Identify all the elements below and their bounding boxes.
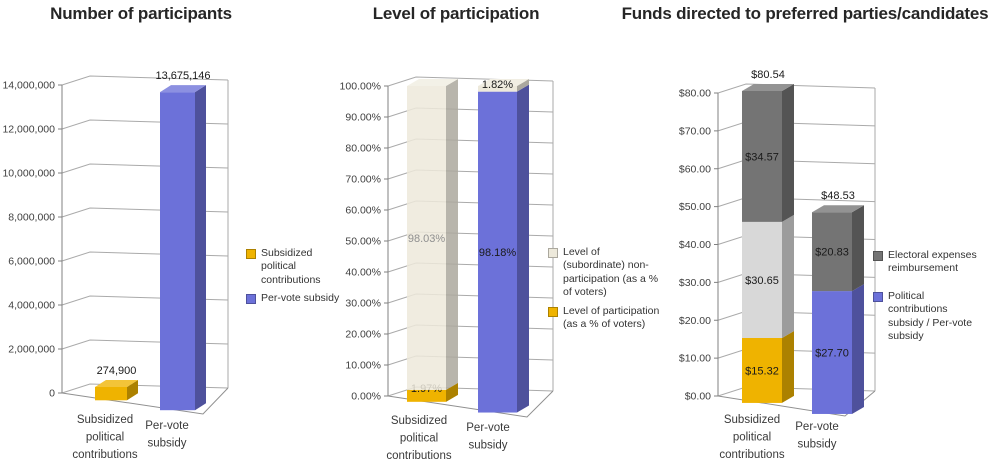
legend: Level of (subordinate) non-participation…	[548, 246, 662, 337]
legend-item: Subsidized political contributions	[246, 247, 344, 287]
legend-swatch-blue	[873, 291, 883, 302]
y-tick-label: $10.00	[679, 353, 711, 365]
category-label: subsidy	[798, 439, 837, 451]
chart-title: Level of participation	[372, 4, 540, 23]
legend-swatch-darkgray	[873, 251, 883, 261]
y-tick-label: $50.00	[679, 201, 711, 213]
legend-label: Per-vote subsidy	[261, 292, 340, 305]
y-tick-label: 4,000,000	[8, 300, 55, 312]
legend-swatch-beige	[548, 248, 558, 258]
y-tick-label: $70.00	[679, 125, 711, 137]
y-tick-label: 70.00%	[345, 174, 381, 186]
y-tick-label: 14,000,000	[2, 80, 55, 92]
segment-value-label: 98.03%	[408, 233, 446, 245]
y-tick-label: 10.00%	[345, 360, 381, 372]
bar-total-label: 13,675,146	[155, 70, 210, 82]
y-tick-label: 100.00%	[340, 81, 381, 93]
category-label: political	[400, 433, 438, 445]
category-label: political	[86, 432, 124, 444]
y-tick-label: 2,000,000	[8, 344, 55, 356]
plot-group: 0 2,000,000 4,000,000 6,000,000 8,000,000 10,…	[2, 70, 229, 461]
y-tick-label: 90.00%	[345, 112, 381, 124]
segment-value-label: $15.32	[745, 365, 779, 377]
y-tick-label: 10,000,000	[2, 168, 55, 180]
y-tick-label: 8,000,000	[8, 212, 55, 224]
segment-value-label: $20.83	[815, 247, 849, 259]
legend-item: Level of participation (as a % of voters…	[548, 305, 662, 332]
y-tick-label: 0	[49, 388, 55, 400]
bar-total-label: $80.54	[751, 69, 785, 81]
category-label: subsidy	[469, 440, 508, 452]
legend: Subsidized political contributions Per-v…	[246, 247, 344, 311]
legend-label: Subsidized political contributions	[261, 247, 321, 286]
segment-value-label: $27.70	[815, 348, 849, 360]
legend-item: Electoral expenses reimbursement	[873, 249, 983, 276]
y-tick-label: 30.00%	[345, 298, 381, 310]
category-label: Subsidized	[724, 414, 780, 426]
bar-2-0: $15.32 $30.65 $34.57	[742, 83, 794, 403]
legend-swatch-blue	[246, 294, 256, 305]
y-tick-label: $40.00	[679, 239, 711, 251]
y-tick-label: $60.00	[679, 163, 711, 175]
bar-2-1: $27.70 $20.83	[812, 205, 864, 414]
legend: Electoral expenses reimbursement Politic…	[873, 249, 983, 358]
plot-area: 0 2,000,000 4,000,000 6,000,000 8,000,000 10,…	[2, 70, 229, 461]
y-tick-label: $20.00	[679, 315, 711, 327]
category-label: Subsidized	[391, 415, 447, 427]
bar-0-1	[160, 85, 206, 411]
category-label: Per-vote	[466, 422, 509, 434]
bar-total-label: 274,900	[97, 365, 137, 377]
y-tick-label: 40.00%	[345, 267, 381, 279]
legend-label: Level of participation (as a % of voters…	[563, 304, 660, 331]
segment-value-label: $34.57	[745, 151, 779, 163]
legend-item: Political contributions subsidy / Per-vo…	[873, 290, 983, 344]
legend-label: Political contributions subsidy / Per-vo…	[888, 289, 973, 343]
category-label: Subsidized	[77, 414, 133, 426]
y-tick-label: 80.00%	[345, 143, 381, 155]
gridlines: $0.00 $10.00 $20.00 $30.00 $40.00 $50.00 $60.0…	[679, 83, 876, 403]
bar-1-1: 98.18% 1.82%	[478, 79, 529, 413]
segment-value-label: 98.18%	[479, 247, 517, 259]
y-tick-label: 12,000,000	[2, 124, 55, 136]
category-label: contributions	[386, 450, 451, 461]
segment-value-label: 1.82%	[482, 79, 513, 91]
category-label: contributions	[72, 449, 137, 461]
legend-item: Level of (subordinate) non-participation…	[548, 246, 662, 300]
segment-value-label: $30.65	[745, 275, 779, 287]
category-label: Per-vote	[145, 420, 188, 432]
plot-area: $0.00 $10.00 $20.00 $30.00 $40.00 $50.00 $60.0…	[679, 69, 876, 461]
chart-level-of-participation: Level of participation 0.00% 10.00% 20.00%…	[330, 0, 680, 461]
plot-group: $0.00 $10.00 $20.00 $30.00 $40.00 $50.00 $60.0…	[679, 69, 876, 461]
y-tick-label: 20.00%	[345, 329, 381, 341]
y-tick-label: 50.00%	[345, 236, 381, 248]
category-label: contributions	[719, 449, 784, 461]
plot-area: 0.00% 10.00% 20.00% 30.00% 40.00% 50.00% 60.00…	[340, 76, 554, 461]
category-label: Per-vote	[795, 421, 838, 433]
legend-label: Electoral expenses reimbursement	[888, 249, 977, 275]
y-tick-label: $30.00	[679, 277, 711, 289]
category-label: political	[733, 432, 771, 444]
bar-1-0: 1.97%98.03%	[407, 79, 458, 402]
legend-swatch-yellow	[246, 249, 256, 259]
legend-label: Level of (subordinate) non-participation…	[563, 246, 659, 299]
category-label: subsidy	[148, 438, 187, 450]
legend-swatch-yellow	[548, 306, 558, 317]
chart-title: Number of participants	[50, 4, 232, 23]
plot-group: 0.00% 10.00% 20.00% 30.00% 40.00% 50.00% 60.00…	[340, 76, 554, 461]
bar-total-label: $48.53	[821, 190, 855, 202]
y-tick-label: $80.00	[679, 88, 711, 100]
chart-title: Funds directed to preferred parties/cand…	[621, 4, 989, 23]
gridlines: 0 2,000,000 4,000,000 6,000,000 8,000,000 10,…	[2, 75, 229, 400]
y-tick-label: 0.00%	[351, 391, 381, 403]
chart-funds-directed: Funds directed to preferred parties/cand…	[610, 0, 1000, 461]
y-tick-label: 60.00%	[345, 205, 381, 217]
bar-0-0	[95, 379, 138, 401]
legend-item: Per-vote subsidy	[246, 292, 344, 305]
y-tick-label: 6,000,000	[8, 256, 55, 268]
y-tick-label: $0.00	[685, 391, 711, 403]
chart-number-of-participants: Number of participants 0 2,000,000 4,000,0…	[0, 0, 339, 461]
